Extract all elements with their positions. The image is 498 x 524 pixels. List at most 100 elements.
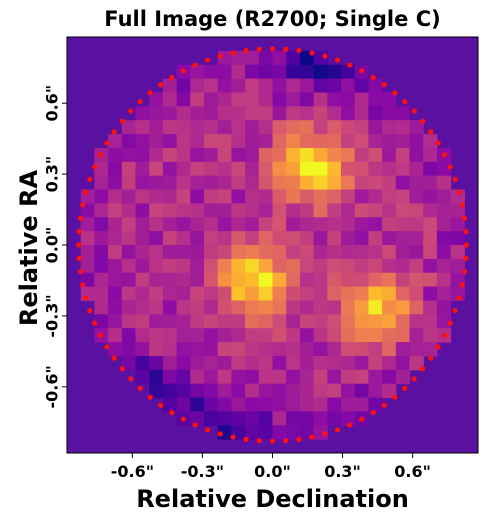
heatmap-cell bbox=[299, 258, 315, 274]
heatmap-cell bbox=[436, 314, 452, 329]
aperture-marker bbox=[283, 46, 289, 52]
heatmap-cell bbox=[368, 328, 383, 343]
heatmap-cell bbox=[423, 245, 438, 260]
heatmap-cell bbox=[341, 328, 356, 343]
aperture-marker bbox=[309, 434, 315, 440]
heatmap-cell bbox=[258, 64, 274, 80]
aperture-marker bbox=[435, 140, 441, 146]
aperture-marker bbox=[309, 50, 315, 56]
heatmap-cell bbox=[368, 258, 383, 274]
heatmap-cell bbox=[258, 147, 274, 163]
heatmap-cell bbox=[258, 231, 274, 246]
heatmap-cell bbox=[190, 106, 205, 121]
heatmap-cell bbox=[149, 203, 164, 218]
heatmap-cell bbox=[354, 217, 369, 232]
aperture-marker bbox=[77, 215, 84, 221]
heatmap-cell bbox=[135, 189, 150, 204]
heatmap-cell bbox=[327, 78, 342, 94]
aperture-marker bbox=[322, 431, 328, 437]
heatmap-cell bbox=[423, 300, 438, 315]
heatmap-cell bbox=[204, 175, 219, 191]
heatmap-cell bbox=[450, 231, 465, 246]
heatmap-cell bbox=[204, 245, 219, 260]
heatmap-cell bbox=[135, 161, 150, 177]
heatmap-cell bbox=[272, 425, 287, 440]
heatmap-cell bbox=[121, 189, 137, 204]
heatmap-cell bbox=[327, 383, 342, 399]
heatmap-cell bbox=[313, 300, 328, 315]
heatmap-cell bbox=[258, 217, 274, 232]
heatmap-cell bbox=[162, 147, 178, 163]
heatmap-cell bbox=[368, 272, 383, 288]
heatmap-cell bbox=[121, 328, 137, 343]
heatmap-cell bbox=[135, 328, 150, 343]
heatmap-cell bbox=[382, 134, 397, 149]
aperture-marker bbox=[463, 255, 469, 261]
heatmap-cell bbox=[299, 92, 315, 107]
heatmap-cell bbox=[395, 245, 411, 260]
heatmap-cell bbox=[272, 383, 287, 399]
heatmap-cell bbox=[299, 231, 315, 246]
aperture-marker bbox=[359, 416, 365, 422]
aperture-marker bbox=[256, 438, 262, 444]
heatmap-cell bbox=[368, 203, 383, 218]
aperture-marker bbox=[77, 269, 84, 275]
heatmap-cell bbox=[190, 355, 205, 371]
heatmap-cell bbox=[162, 231, 178, 246]
heatmap-cell bbox=[299, 300, 315, 315]
heatmap-cell bbox=[272, 342, 287, 357]
heatmap-cell bbox=[149, 272, 164, 288]
heatmap-cell bbox=[423, 217, 438, 232]
heatmap-cell bbox=[286, 175, 301, 191]
heatmap-cell bbox=[382, 383, 397, 399]
heatmap-cell bbox=[121, 203, 137, 218]
heatmap-cell bbox=[368, 314, 383, 329]
aperture-marker bbox=[381, 402, 387, 408]
aperture-markers bbox=[76, 46, 469, 444]
heatmap-cell bbox=[149, 189, 164, 204]
heatmap-cell bbox=[190, 286, 205, 302]
heatmap-cell bbox=[272, 245, 287, 260]
heatmap-cell bbox=[341, 369, 356, 385]
heatmap-cell bbox=[217, 272, 232, 288]
aperture-marker bbox=[322, 53, 328, 59]
heatmap-cell bbox=[272, 411, 287, 426]
heatmap-cell bbox=[162, 397, 178, 412]
heatmap-cell bbox=[231, 369, 246, 385]
heatmap-cell bbox=[108, 161, 123, 177]
heatmap-cell bbox=[162, 369, 178, 385]
heatmap-cell bbox=[217, 217, 232, 232]
heatmap-cell bbox=[204, 231, 219, 246]
heatmap-cell bbox=[176, 245, 191, 260]
heatmap-cell bbox=[108, 203, 123, 218]
heatmap-cell bbox=[190, 397, 205, 412]
heatmap-cell bbox=[258, 425, 274, 440]
aperture-marker bbox=[435, 344, 441, 350]
heatmap-cell bbox=[204, 369, 219, 385]
heatmap-cell bbox=[204, 78, 219, 94]
heatmap-cell bbox=[272, 175, 287, 191]
heatmap-cell bbox=[313, 383, 328, 399]
heatmap-cell bbox=[149, 161, 164, 177]
heatmap-cell bbox=[395, 272, 411, 288]
heatmap-cell bbox=[313, 217, 328, 232]
heatmap-cell bbox=[204, 411, 219, 426]
heatmap-cell bbox=[423, 231, 438, 246]
heatmap-cell bbox=[313, 64, 328, 80]
heatmap-cell bbox=[286, 369, 301, 385]
heatmap-cell bbox=[423, 134, 438, 149]
heatmap-cell bbox=[258, 397, 274, 412]
heatmap-cell bbox=[162, 300, 178, 315]
heatmap-cell bbox=[272, 134, 287, 149]
heatmap-cell bbox=[176, 189, 191, 204]
heatmap-cell bbox=[299, 161, 315, 177]
heatmap-cell bbox=[299, 217, 315, 232]
heatmap-cell bbox=[354, 189, 369, 204]
heatmap-cell bbox=[80, 217, 95, 232]
aperture-marker bbox=[158, 402, 164, 408]
heatmap-cell bbox=[313, 134, 328, 149]
heatmap-cell bbox=[108, 245, 123, 260]
heatmap-cell bbox=[217, 134, 232, 149]
heatmap-cell bbox=[423, 258, 438, 274]
heatmap-cell bbox=[231, 120, 246, 135]
